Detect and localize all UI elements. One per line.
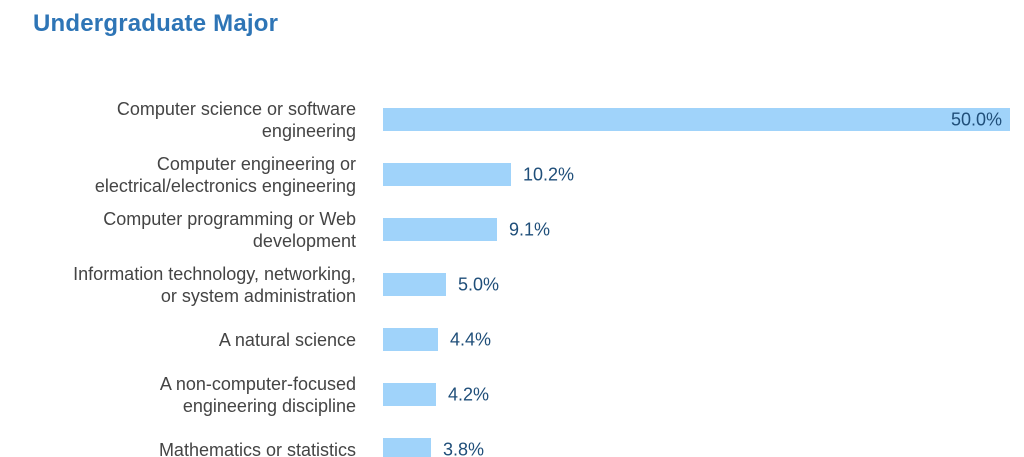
bar: [383, 328, 438, 351]
bar-label: Computer engineering or electrical/electr…: [94, 153, 356, 196]
bar-row: A natural science 4.4%: [0, 312, 1024, 367]
bar-track: 4.2%: [383, 383, 1024, 406]
bar-track: 4.4%: [383, 328, 1024, 351]
bar: [383, 108, 1010, 131]
bar-value: 9.1%: [509, 219, 551, 239]
bar-chart: Computer science or software engineering 5…: [0, 92, 1024, 457]
bar-label: Computer programming or Web development: [103, 208, 356, 251]
bar: [383, 383, 436, 406]
bar-row: A non-computer-focused engineering discip…: [0, 367, 1024, 422]
bar-row: Computer engineering or electrical/electr…: [0, 147, 1024, 202]
bar-track: 50.0%: [383, 108, 1024, 131]
bar-value: 3.8%: [443, 439, 485, 457]
bar-track: 9.1%: [383, 218, 1024, 241]
bar-value: 5.0%: [458, 274, 500, 294]
bar-label: Mathematics or statistics: [158, 439, 356, 457]
bar-label: A natural science: [218, 329, 356, 350]
bar-track: 10.2%: [383, 163, 1024, 186]
bar-value: 4.2%: [448, 384, 490, 404]
bar: [383, 218, 497, 241]
bar-value: 10.2%: [523, 164, 575, 184]
bar-track: 5.0%: [383, 273, 1024, 296]
bar: [383, 273, 446, 296]
bar-row: Information technology, networking, or sy…: [0, 257, 1024, 312]
bar-row: Mathematics or statistics 3.8%: [0, 422, 1024, 457]
bar-row: Computer science or software engineering 5…: [0, 92, 1024, 147]
bar-label: A non-computer-focused engineering discip…: [159, 373, 356, 416]
chart-title: Undergraduate Major: [33, 10, 279, 37]
bar-label: Information technology, networking, or sy…: [73, 263, 356, 306]
bar-track: 3.8%: [383, 438, 1024, 457]
bar-value: 50.0%: [950, 109, 1002, 129]
bar: [383, 438, 431, 457]
bar-value: 4.4%: [450, 329, 492, 349]
bar-label: Computer science or software engineering: [116, 98, 356, 141]
bar-row: Computer programming or Web development 9.…: [0, 202, 1024, 257]
bar: [383, 163, 511, 186]
